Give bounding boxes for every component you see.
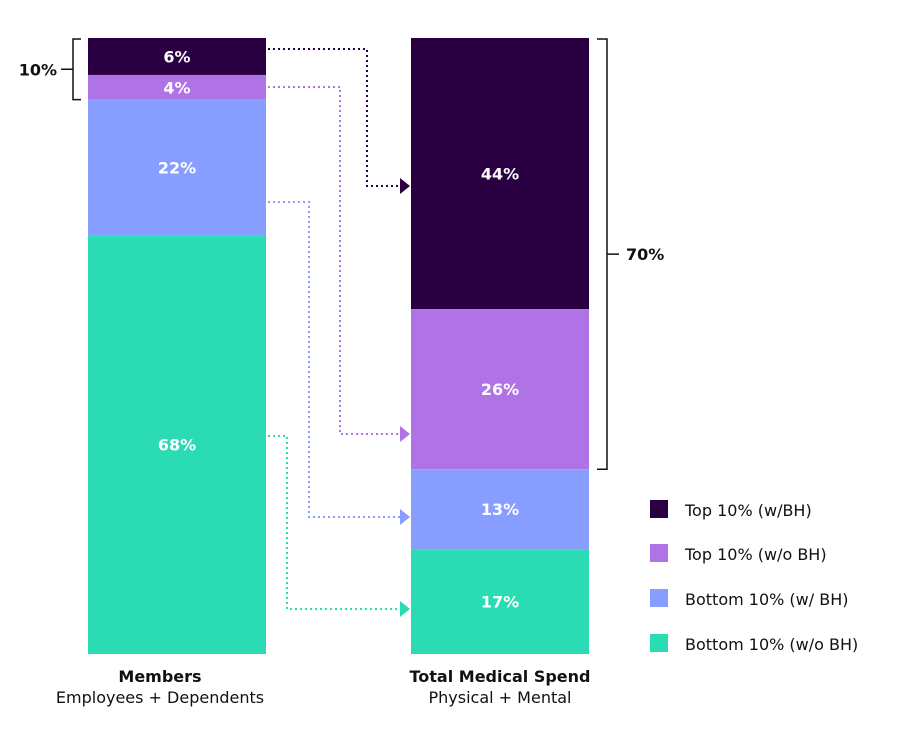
bars: 6% 4% 22% 68% 44% 26% 13% 17% [88, 38, 589, 654]
category-labels: Members Employees + Dependents Total Medic… [56, 667, 591, 707]
data-label: 22% [158, 158, 196, 177]
connector-top-10-w-o-bh [268, 86, 401, 435]
legend-swatch [650, 544, 668, 562]
category-title: Members [118, 667, 201, 686]
data-label: 44% [481, 165, 519, 184]
bracket-right [597, 38, 619, 470]
legend-entry: Bottom 10% (w/o BH) [685, 635, 858, 654]
connector-arrowhead [400, 178, 410, 194]
bracket-left [61, 38, 81, 101]
legend-swatch [650, 589, 668, 607]
connector-arrows [268, 48, 410, 617]
bracket-label: 70% [626, 245, 664, 264]
data-label: 26% [481, 380, 519, 399]
connector-arrowhead [400, 601, 410, 617]
connector-arrowhead [400, 509, 410, 525]
category-title: Total Medical Spend [410, 667, 591, 686]
legend-entry: Top 10% (w/BH) [684, 501, 812, 520]
bar-members-top-10-w-o-bh [88, 74, 266, 100]
category-subtitle: Employees + Dependents [56, 688, 264, 707]
category-subtitle: Physical + Mental [429, 688, 572, 707]
data-label: 6% [163, 47, 190, 66]
bar-members-bottom-10-w-bh [88, 99, 266, 236]
connector-top-10-w-bh [268, 48, 401, 187]
bar-total-medical-spend-bottom-10-w-bh [411, 469, 589, 550]
connector-bottom-10-w-o-bh [268, 435, 401, 610]
bar-members-bottom-10-w-o-bh [88, 235, 266, 654]
connector-arrowhead [400, 426, 410, 442]
data-label: 17% [481, 593, 519, 612]
data-label: 68% [158, 436, 196, 455]
data-label: 4% [163, 78, 190, 97]
legend: Top 10% (w/BH) Top 10% (w/o BH) Bottom 10%… [650, 500, 858, 654]
bar-total-medical-spend-bottom-10-w-o-bh [411, 549, 589, 654]
bar-total-medical-spend-top-10-w-bh [411, 38, 589, 310]
brackets: 10% 70% [19, 38, 664, 470]
bracket-label: 10% [19, 60, 57, 79]
data-label: 13% [481, 500, 519, 519]
legend-swatch [650, 634, 668, 652]
legend-entry: Bottom 10% (w/ BH) [685, 590, 848, 609]
bar-total-medical-spend-top-10-w-o-bh [411, 309, 589, 470]
connector-bottom-10-w-bh [268, 201, 401, 518]
legend-swatch [650, 500, 668, 518]
bar-members-top-10-w-bh [88, 38, 266, 75]
legend-entry: Top 10% (w/o BH) [684, 545, 827, 564]
